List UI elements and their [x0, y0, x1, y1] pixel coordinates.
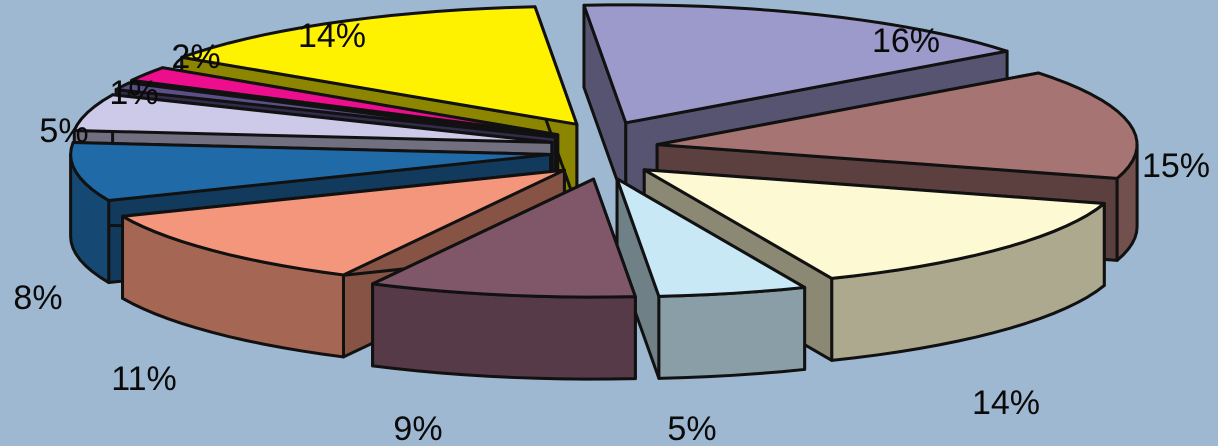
slice-labels: 16% 15% 14% 5% 9% 11% 8% 5% 1% 2% 14% [13, 17, 1210, 446]
slice-label: 14% [972, 384, 1040, 422]
pie-slice [371, 177, 637, 381]
slice-label: 14% [298, 17, 366, 55]
slice-label: 5% [39, 112, 88, 150]
slice-label: 9% [393, 410, 442, 446]
slice-label: 2% [171, 38, 220, 76]
slice-top [180, 5, 579, 126]
slice-top [69, 141, 553, 203]
slice-label: 8% [13, 279, 62, 317]
pie-slice [615, 177, 807, 380]
slice-top [114, 81, 557, 139]
slice-top [615, 177, 807, 298]
slice-label: 15% [1142, 147, 1210, 185]
slice-top [130, 66, 560, 137]
slice-label: 16% [872, 22, 940, 60]
slice-rim [657, 285, 807, 380]
slice-top [582, 3, 1009, 125]
pie-slices [69, 3, 1139, 381]
slice-top [642, 168, 1106, 280]
slice-label: 5% [667, 410, 716, 446]
slice-label: 1% [109, 74, 158, 112]
slice-top [371, 177, 637, 299]
slice-label: 11% [111, 360, 177, 398]
slice-top [655, 71, 1139, 180]
slice-top [72, 93, 554, 144]
slice-top [121, 168, 566, 277]
